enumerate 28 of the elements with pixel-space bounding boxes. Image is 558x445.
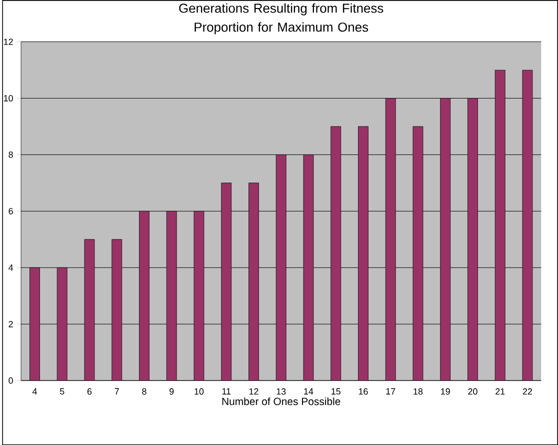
- chart-title: Generations Resulting from Fitness Proportion for Maximum Ones: [179, 3, 384, 34]
- x-tick-label: 15: [332, 388, 340, 394]
- x-tick-label: 17: [386, 388, 396, 394]
- x-tick-label: 10: [194, 388, 204, 395]
- x-tick-label: 21: [496, 388, 505, 394]
- y-tick-label: 6: [8, 208, 13, 214]
- x-tick-label: 16: [358, 388, 368, 395]
- x-tick-label: 22: [522, 388, 532, 394]
- y-tick-label: 0: [8, 377, 13, 384]
- x-tick-label: 9: [170, 388, 174, 395]
- x-tick-label: 14: [304, 388, 314, 394]
- y-tick-label: 12: [4, 38, 13, 45]
- x-tick-label: 4: [32, 388, 37, 394]
- x-tick-label: 12: [249, 388, 258, 394]
- x-tick-label: 20: [468, 388, 478, 395]
- x-tick-label: 11: [222, 388, 231, 394]
- x-tick-label: 5: [60, 388, 64, 394]
- x-axis-title: Number of Ones Possible: [222, 397, 340, 406]
- x-tick-label: 6: [87, 388, 92, 395]
- x-tick-label: 7: [114, 388, 119, 394]
- y-tick-label: 10: [4, 94, 13, 102]
- x-tick-label: 19: [441, 388, 450, 395]
- y-tick-label: 2: [8, 320, 13, 328]
- y-tick-label: 8: [8, 151, 13, 158]
- x-tick-label: 18: [414, 388, 423, 395]
- y-tick-label: 4: [8, 264, 14, 271]
- x-tick-label: 13: [276, 388, 286, 395]
- x-tick-label: 8: [142, 388, 146, 395]
